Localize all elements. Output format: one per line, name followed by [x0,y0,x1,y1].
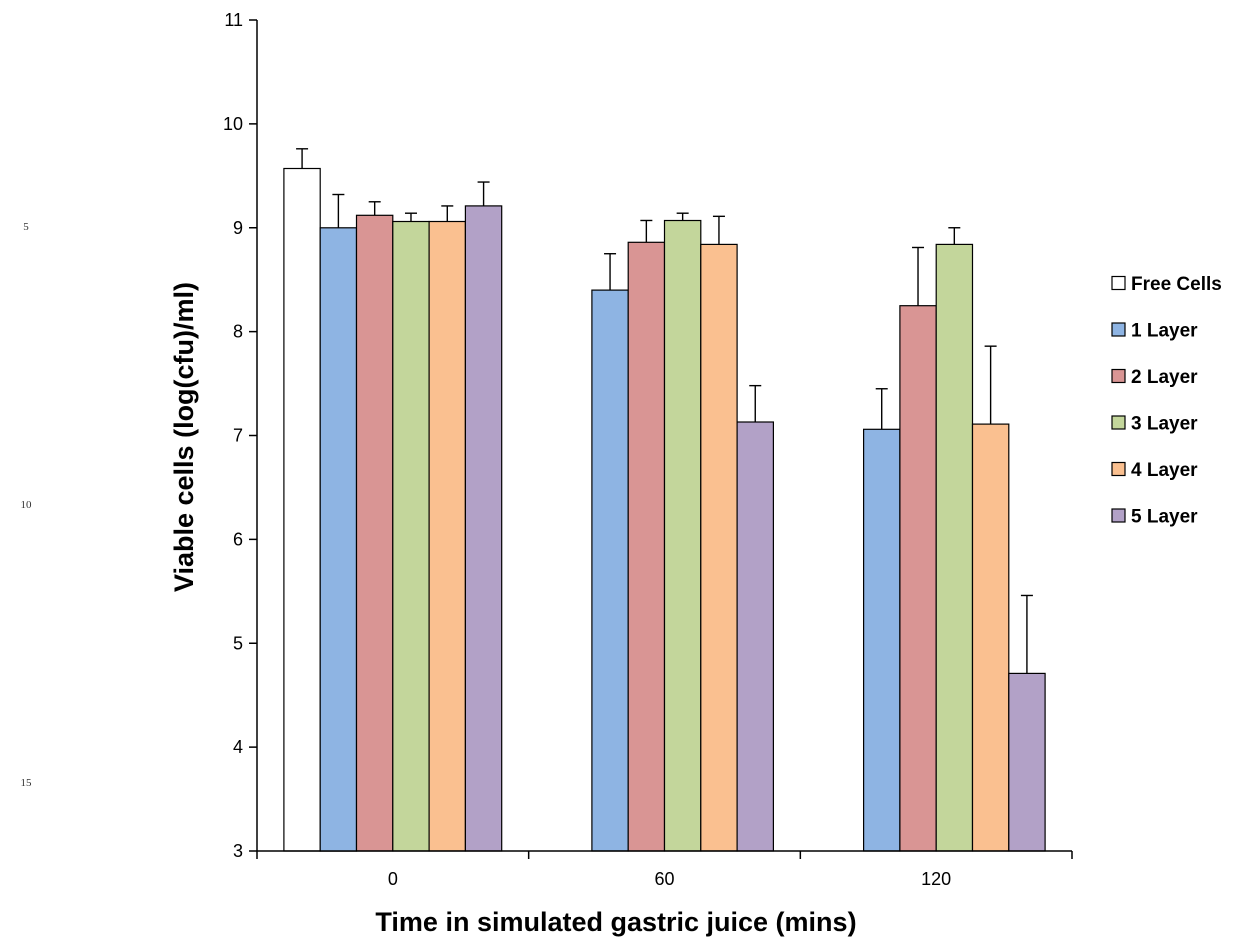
x-tick-label: 60 [654,869,674,889]
y-tick-label: 10 [223,114,243,134]
x-axis-title: Time in simulated gastric juice (mins) [375,907,856,937]
bar [283,167,321,852]
bar [355,214,394,852]
bar [971,423,1010,852]
bar [627,241,666,852]
legend-swatch [1111,322,1126,337]
legend-label: Free Cells [1131,274,1222,295]
bar [1008,672,1046,852]
legend-swatch [1111,275,1126,291]
x-tick-label: 0 [388,869,398,889]
y-axis-title: Viable cells (log(cfu)/ml) [169,282,199,592]
y-tick-label: 9 [233,218,243,238]
legend-label: 1 Layer [1131,321,1198,342]
bar [591,289,629,852]
y-tick-label: 4 [233,737,243,757]
y-tick-label: 3 [233,841,243,861]
line-number: 15 [21,777,33,789]
x-tick-label: 120 [921,869,951,889]
legend-label: 3 Layer [1131,414,1198,435]
legend-label: 4 Layer [1131,460,1198,481]
bar [862,428,901,852]
bar [663,219,702,852]
legend-swatch [1111,461,1126,477]
margin-line-numbers: 5 10 15 [21,221,33,789]
axes-layer: 3 4 5 6 7 8 9 10 11 0 60 120 [223,10,1073,889]
y-tick-label: 5 [233,633,243,653]
bar [700,243,738,852]
error-bars-layer [296,148,1033,674]
y-tick-label: 8 [233,322,243,342]
bar [899,305,937,852]
line-number: 5 [23,221,29,233]
bar [319,227,358,852]
bar [935,243,974,852]
bars-layer [283,167,1046,852]
legend-swatch [1111,368,1126,384]
legend: Free Cells 1 Layer 2 Layer 3 Layer 4 Layer 5 … [1111,274,1222,528]
legend-swatch [1111,415,1126,430]
legend-label: 5 Layer [1131,507,1198,528]
bar [428,220,467,852]
bar [464,205,503,852]
y-tick-label: 7 [233,426,243,446]
y-tick-label: 6 [233,529,243,549]
bar [392,220,430,852]
legend-label: 2 Layer [1131,367,1198,388]
y-tick-label: 11 [224,10,243,30]
legend-swatch [1111,508,1126,523]
bar [736,421,774,852]
line-number: 10 [21,499,33,511]
